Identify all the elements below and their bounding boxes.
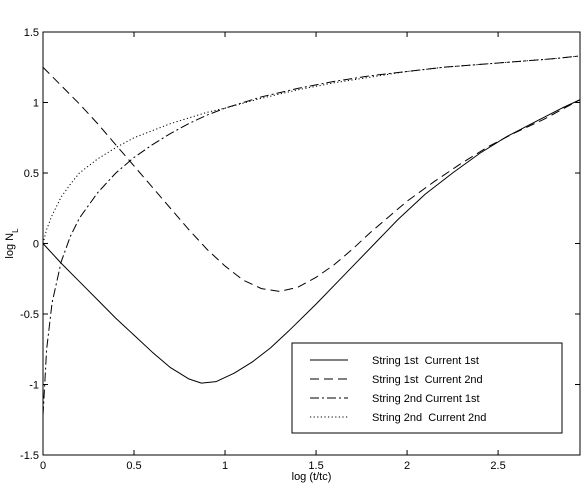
legend-label-4: String 2nd Current 2nd	[372, 412, 486, 424]
series-line-2	[43, 66, 580, 292]
legend: String 1st Current 1st String 1st Current…	[291, 342, 563, 434]
y-tick-label: -1.5	[20, 450, 39, 462]
x-tick-label: 1	[222, 460, 228, 472]
y-axis-label-main: log N	[4, 233, 16, 259]
legend-label-2: String 1st Current 2nd	[372, 374, 483, 386]
x-tick-label: 1.5	[308, 460, 323, 472]
series-line-1	[43, 99, 580, 384]
y-tick-label: 0.5	[24, 168, 39, 180]
x-tick-label: 0.5	[126, 460, 141, 472]
legend-label-3: String 2nd Current 1st	[372, 393, 480, 405]
x-tick-label: 2	[404, 460, 410, 472]
series-layer	[43, 55, 580, 416]
x-tick-label: 0	[40, 460, 46, 472]
y-axis-label: log NL	[4, 228, 20, 259]
y-tick-label: 0	[33, 239, 39, 251]
x-tick-label: 2.5	[490, 460, 505, 472]
x-axis-label: log (t/tc)	[292, 471, 332, 483]
y-tick-label: 1	[33, 98, 39, 110]
axes-layer: 0 0.5 1 1.5 2 2.5 -1.5 -1 -0.5 0 0.5 1 1.5	[20, 27, 580, 472]
legend-box	[291, 342, 563, 434]
series-line-3	[43, 55, 580, 416]
y-tick-label: 1.5	[24, 27, 39, 39]
series-line-4	[43, 55, 580, 244]
y-tick-label: -1	[29, 380, 39, 392]
legend-label-1: String 1st Current 1st	[372, 355, 479, 367]
y-axis-label-subscript: L	[11, 228, 20, 233]
y-tick-label: -0.5	[20, 309, 39, 321]
